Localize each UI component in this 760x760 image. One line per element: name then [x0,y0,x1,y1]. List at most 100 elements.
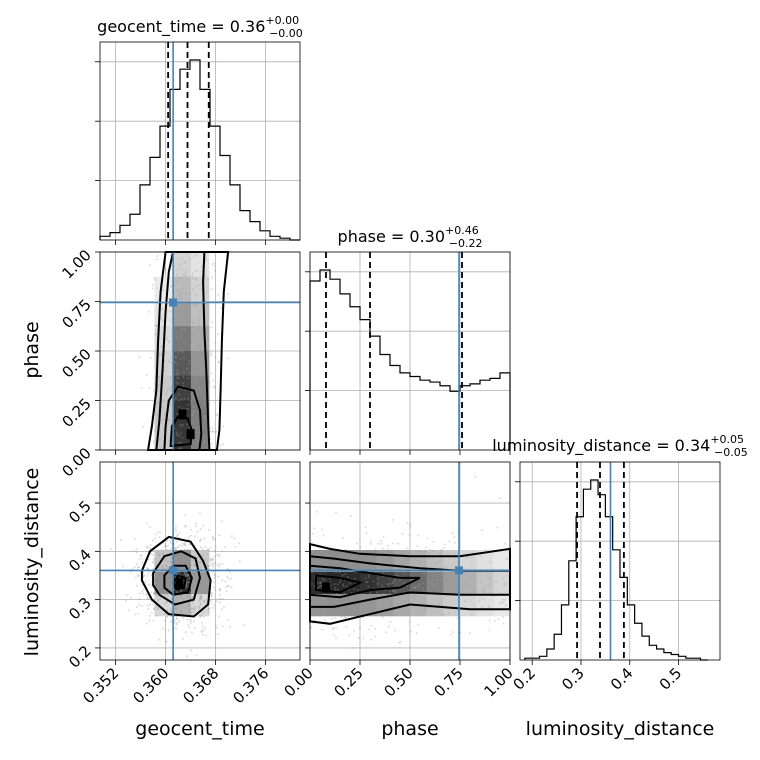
2d-ld-vs-geocent-time-sample-point [147,608,150,610]
2d-phase-vs-geocent-time-sample-point [195,382,198,385]
2d-ld-vs-phase-density-cell [493,550,511,573]
2d-ld-vs-phase-sample-point [444,595,447,598]
2d-ld-vs-geocent-time-sample-point [216,554,219,556]
2d-ld-vs-geocent-time-sample-point [182,555,185,558]
2d-ld-vs-geocent-time-sample-point [200,538,202,541]
2d-ld-vs-geocent-time-sample-point [153,578,156,581]
2d-ld-vs-geocent-time-sample-point [208,607,211,610]
2d-phase-vs-geocent-time-sample-point [200,373,203,375]
2d-ld-vs-geocent-time-sample-point [146,567,149,570]
2d-phase-vs-geocent-time-sample-point [210,430,213,433]
2d-ld-vs-geocent-time-sample-point [211,564,214,567]
2d-ld-vs-geocent-time-sample-point [170,607,173,610]
2d-ld-vs-geocent-time-sample-point [188,576,191,579]
2d-ld-vs-geocent-time-sample-point [141,557,144,560]
2d-ld-vs-geocent-time-sample-point [230,535,233,538]
2d-ld-vs-geocent-time-sample-point [194,575,197,578]
2d-ld-vs-geocent-time-sample-point [131,567,134,570]
2d-ld-vs-geocent-time-sample-point [167,566,169,569]
2d-ld-vs-geocent-time-sample-point [216,564,219,566]
2d-phase-vs-geocent-time-sample-point [181,328,184,330]
2d-ld-vs-geocent-time-sample-point [185,571,188,573]
2d-ld-vs-geocent-time-sample-point [153,608,156,611]
2d-ld-vs-phase-sample-point [484,549,487,552]
2d-ld-vs-geocent-time-sample-point [162,565,165,568]
2d-ld-vs-phase-sample-point [373,587,375,590]
2d-ld-vs-phase-sample-point [453,536,456,539]
2d-ld-vs-geocent-time-sample-point [141,605,144,607]
2d-phase-vs-geocent-time-sample-point [214,342,217,345]
2d-ld-vs-phase-sample-point [408,611,411,613]
2d-ld-vs-geocent-time-sample-point [243,624,246,626]
2d-ld-vs-phase-sample-point [402,571,405,574]
2d-phase-vs-geocent-time-sample-point [192,420,195,423]
2d-ld-vs-geocent-time-sample-point [194,581,197,584]
2d-phase-vs-geocent-time-truth-marker [169,298,178,307]
2d-ld-vs-phase-sample-point [387,583,390,586]
2d-ld-vs-geocent-time-sample-point [203,537,206,540]
2d-ld-vs-phase-sample-point [480,581,483,584]
2d-ld-vs-geocent-time-sample-point [158,589,161,592]
2d-ld-vs-phase-sample-point [482,590,485,593]
2d-ld-vs-phase-sample-point [376,582,379,585]
2d-ld-vs-phase-sample-point [340,616,343,619]
2d-ld-vs-geocent-time-sample-point [202,611,205,614]
2d-ld-vs-geocent-time-sample-point [208,528,210,531]
2d-ld-vs-geocent-time-sample-point [174,527,177,530]
2d-ld-vs-geocent-time-xtick-label: 0.376 [229,664,272,707]
2d-phase-vs-geocent-time-sample-point [186,307,189,310]
2d-phase-vs-geocent-time-sample-point [201,368,204,371]
2d-phase-vs-geocent-time-sample-point [192,304,195,307]
2d-ld-vs-phase-sample-point [369,542,372,545]
2d-phase-vs-geocent-time-sample-point [176,273,179,276]
2d-ld-vs-geocent-time-sample-point [169,620,172,623]
2d-ld-vs-geocent-time-sample-point [175,540,178,543]
2d-ld-vs-geocent-time-sample-point [175,549,178,552]
2d-ld-vs-geocent-time-sample-point [182,617,185,620]
2d-phase-vs-geocent-time-sample-point [214,356,217,359]
2d-phase-vs-geocent-time-sample-point [208,381,211,384]
2d-ld-vs-phase-sample-point [387,583,389,586]
2d-ld-vs-phase-sample-point [432,540,435,543]
2d-ld-vs-geocent-time-sample-point [199,614,202,617]
hist-luminosity-distance-xtick-label: 0.4 [607,664,637,694]
2d-ld-vs-phase-sample-point [368,576,370,579]
2d-phase-vs-geocent-time-sample-point [200,344,203,347]
2d-ld-vs-geocent-time-sample-point [159,578,162,581]
2d-phase-vs-geocent-time-sample-point [176,310,179,313]
2d-ld-vs-phase-sample-point [389,582,392,585]
2d-ld-vs-geocent-time-sample-point [203,629,205,632]
2d-ld-vs-phase-sample-point [366,581,369,584]
2d-ld-vs-phase-sample-point [416,545,419,548]
2d-ld-vs-geocent-time-sample-point [202,600,205,603]
2d-ld-vs-geocent-time-sample-point [209,558,212,561]
2d-ld-vs-geocent-time-sample-point [120,539,122,542]
2d-ld-vs-geocent-time-density [154,550,210,617]
2d-ld-vs-geocent-time-sample-point [165,575,168,578]
2d-ld-vs-phase-sample-point [479,597,481,600]
2d-ld-vs-geocent-time-sample-point [176,559,179,562]
2d-phase-vs-geocent-time-sample-point [198,386,201,389]
2d-ld-vs-geocent-time-sample-point [138,604,141,606]
2d-phase-vs-geocent-time-sample-point [186,423,189,426]
2d-ld-vs-phase-density-cell [326,594,344,617]
2d-phase-vs-geocent-time-sample-point [197,344,200,347]
hist-geocent-time-frame [99,41,301,241]
2d-phase-vs-geocent-time-sample-point [194,422,197,425]
2d-phase-vs-geocent-time-sample-point [163,412,166,415]
2d-ld-vs-phase-sample-point [397,542,400,545]
2d-ld-vs-phase-sample-point [377,577,380,580]
2d-ld-vs-geocent-time-sample-point [200,596,203,599]
2d-phase-vs-geocent-time-sample-point [180,267,182,270]
2d-ld-vs-geocent-time-sample-point [164,602,167,605]
2d-ld-vs-phase-sample-point [376,607,379,610]
2d-ld-vs-geocent-time-sample-point [199,594,202,597]
2d-ld-vs-geocent-time-sample-point [177,621,180,624]
2d-ld-vs-geocent-time-sample-point [174,559,177,562]
2d-ld-vs-geocent-time-sample-point [175,622,178,625]
2d-phase-vs-geocent-time-sample-point [178,343,181,346]
2d-ld-vs-phase-density-cell [310,594,327,617]
2d-phase-vs-geocent-time-sample-point [193,375,196,378]
2d-ld-vs-geocent-time-sample-point [169,560,172,563]
2d-ld-vs-geocent-time-sample-point [147,571,150,574]
